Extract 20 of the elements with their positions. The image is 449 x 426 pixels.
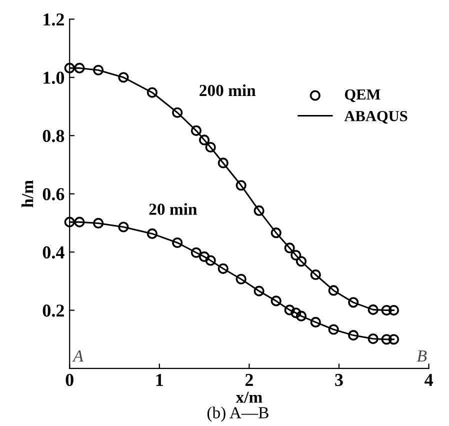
legend-label: ABAQUS (344, 110, 408, 124)
y-tick-label: 0.2 (42, 304, 64, 317)
x-axis-title: x/m (236, 392, 262, 403)
y-tick-label: 0.4 (42, 246, 64, 259)
annotation: B (416, 350, 427, 362)
annotation: A (72, 350, 84, 362)
x-tick-label: 3 (335, 374, 343, 386)
text: (b) A—B (207, 406, 268, 422)
x-tick-label: 0 (66, 374, 74, 386)
x-tick-label: 1 (156, 374, 163, 386)
annotation: 20 min (149, 203, 197, 215)
y-tick-label: 1.0 (44, 72, 64, 84)
y-tick-label: 0.8 (42, 130, 64, 142)
y-axis-title: h/m (21, 180, 34, 208)
annotation: 200 min (200, 84, 256, 96)
x-tick-label: 2 (245, 374, 253, 386)
x-tick-label: 4 (424, 374, 433, 386)
y-tick-label: 0.6 (42, 188, 64, 200)
y-tick-label: 1.2 (44, 13, 64, 26)
legend-label: QEM (344, 89, 380, 102)
